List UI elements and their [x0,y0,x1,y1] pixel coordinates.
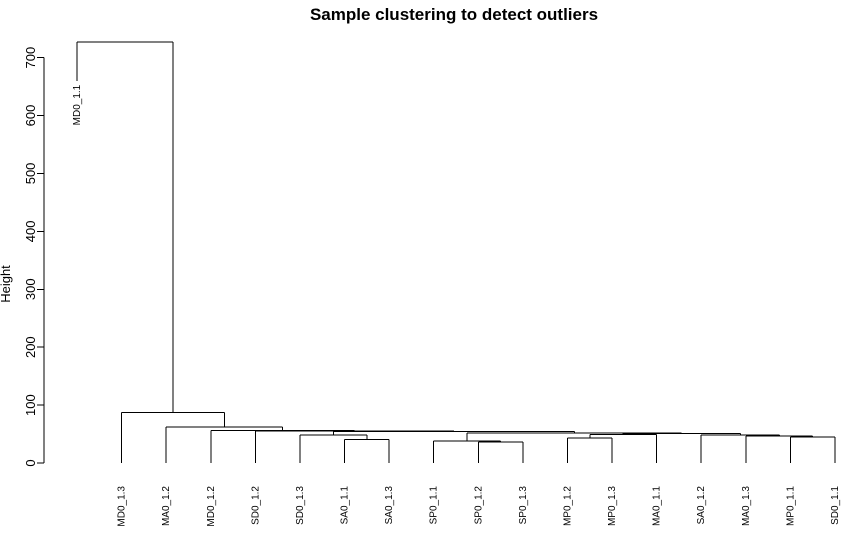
leaf-label: MP0_1.3 [607,486,618,526]
leaf-label: MA0_1.2 [161,486,172,526]
y-axis: 0 100 200 300 400 500 600 700 [23,47,45,467]
leaf-label: SP0_1.2 [473,486,484,525]
y-axis-label: Height [0,265,13,303]
leaf-label: MA0_1.1 [652,486,663,526]
chart-title: Sample clustering to detect outliers [310,5,598,24]
leaf-label: SA0_1.2 [696,486,707,525]
leaf-label: MD0_1.1 [72,84,83,125]
leaf-label: SP0_1.1 [429,486,440,525]
leaf-label: MD0_1.2 [206,486,217,527]
y-tick-label: 200 [23,336,38,358]
leaf-label: MA0_1.3 [741,486,752,526]
leaf-label: SA0_1.3 [384,486,395,525]
leaf-label: SA0_1.1 [340,486,351,525]
y-tick-label: 100 [23,394,38,416]
y-tick-label: 300 [23,278,38,300]
leaf-label: MP0_1.2 [562,486,573,526]
leaf-label: SD0_1.2 [250,486,261,525]
y-tick-label: 600 [23,105,38,127]
leaf-label: SD0_1.3 [295,486,306,525]
leaf-label: SP0_1.3 [518,486,529,525]
leaf-label: SD0_1.1 [830,486,841,525]
leaf-labels: MD0_1.1 MD0_1.3 MA0_1.2 MD0_1.2 SD0_1.2 SD0_1… [72,84,841,526]
leaf-label: MD0_1.3 [117,486,128,527]
dendrogram-tree [76,41,836,463]
y-tick-label: 0 [23,459,38,466]
y-tick-label: 500 [23,163,38,185]
leaf-label: MP0_1.1 [785,486,796,526]
y-tick-label: 700 [23,47,38,69]
y-tick-label: 400 [23,220,38,242]
